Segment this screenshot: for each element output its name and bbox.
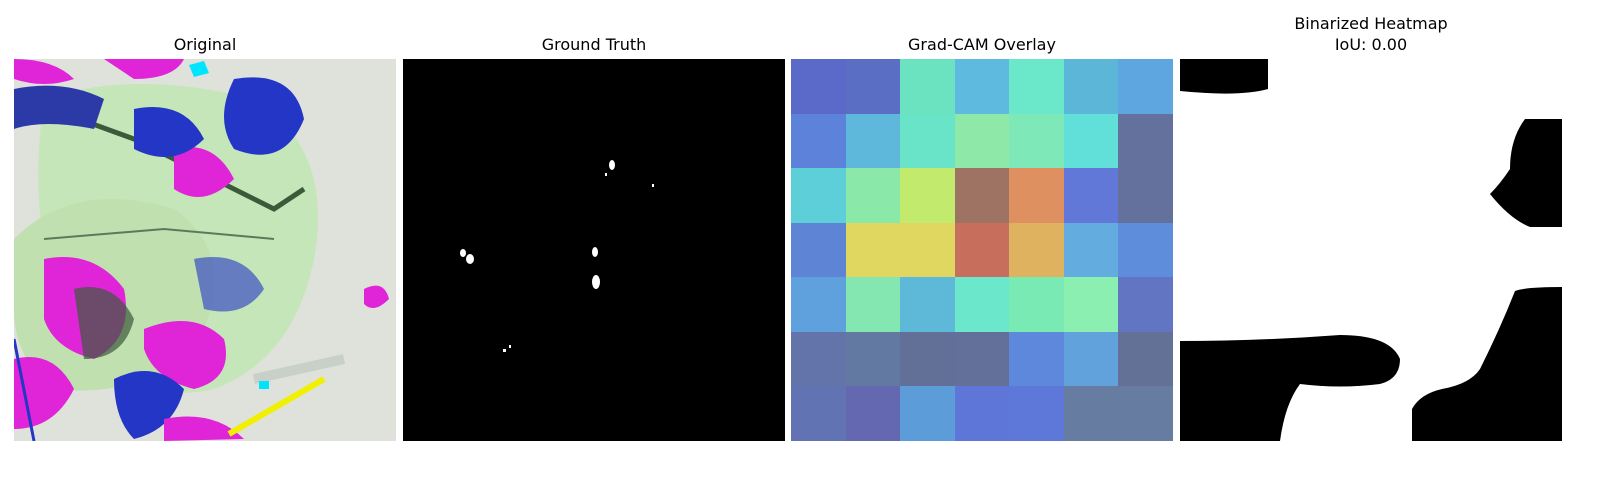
heatmap-cell [1009, 114, 1064, 168]
heatmap-cell [1009, 332, 1064, 386]
binarized-panel: Binarized Heatmap IoU: 0.00 [1180, 0, 1562, 500]
heatmap-cell [1009, 386, 1064, 441]
gradcam-title: Grad-CAM Overlay [908, 35, 1056, 54]
heatmap-cell [791, 223, 846, 277]
heatmap-cell [846, 223, 900, 277]
heatmap-cell [791, 59, 846, 114]
heatmap-cell [1118, 168, 1173, 223]
heatmap-cell [1009, 277, 1064, 332]
heatmap-cell [1064, 223, 1118, 277]
heatmap-cell [846, 168, 900, 223]
heatmap-cell [955, 277, 1009, 332]
heatmap-cell [1009, 223, 1064, 277]
gradcam-overlay [791, 59, 1173, 441]
original-panel: Original [14, 0, 396, 500]
heatmap-cell [846, 59, 900, 114]
heatmap-cell [1064, 332, 1118, 386]
heatmap-cell [1064, 59, 1118, 114]
heatmap-cell [900, 114, 955, 168]
ground-truth-panel: Ground Truth [403, 0, 785, 500]
heatmap-cell [1118, 59, 1173, 114]
heatmap-cell [1009, 168, 1064, 223]
heatmap-cell [955, 332, 1009, 386]
original-image [14, 59, 396, 441]
heatmap-cell [955, 59, 1009, 114]
heatmap-cell [846, 386, 900, 441]
ground-truth-title: Ground Truth [541, 35, 647, 54]
heatmap-cell [1118, 114, 1173, 168]
heatmap-cell [791, 277, 846, 332]
iou-label: IoU: 0.00 [1334, 35, 1408, 54]
heatmap-cell [955, 386, 1009, 441]
heatmap-cell [1064, 386, 1118, 441]
ground-truth-mask [403, 59, 785, 441]
heatmap-cell [846, 114, 900, 168]
heatmap-cell [791, 386, 846, 441]
heatmap-cell [846, 332, 900, 386]
heatmap-cell [791, 332, 846, 386]
gradcam-panel: Grad-CAM Overlay [791, 0, 1173, 500]
original-title: Original [173, 35, 237, 54]
heatmap-cell [1064, 168, 1118, 223]
heatmap-cell [1118, 332, 1173, 386]
heatmap-cell [955, 114, 1009, 168]
heatmap-cell [900, 277, 955, 332]
heatmap-cell [900, 168, 955, 223]
heatmap-cell [900, 223, 955, 277]
heatmap-cell [1009, 59, 1064, 114]
heatmap-cell [900, 332, 955, 386]
heatmap-cell [1118, 277, 1173, 332]
heatmap-cell [900, 59, 955, 114]
heatmap-cell [955, 223, 1009, 277]
heatmap-cell [791, 168, 846, 223]
binarized-heatmap [1180, 59, 1562, 441]
heatmap-cell [1064, 277, 1118, 332]
heatmap-cell [791, 114, 846, 168]
heatmap-cell [1118, 223, 1173, 277]
binarized-title: Binarized Heatmap [1294, 14, 1448, 33]
heatmap-cell [846, 277, 900, 332]
heatmap-cell [955, 168, 1009, 223]
heatmap-cell [900, 386, 955, 441]
heatmap-cell [1064, 114, 1118, 168]
heatmap-cell [1118, 386, 1173, 441]
